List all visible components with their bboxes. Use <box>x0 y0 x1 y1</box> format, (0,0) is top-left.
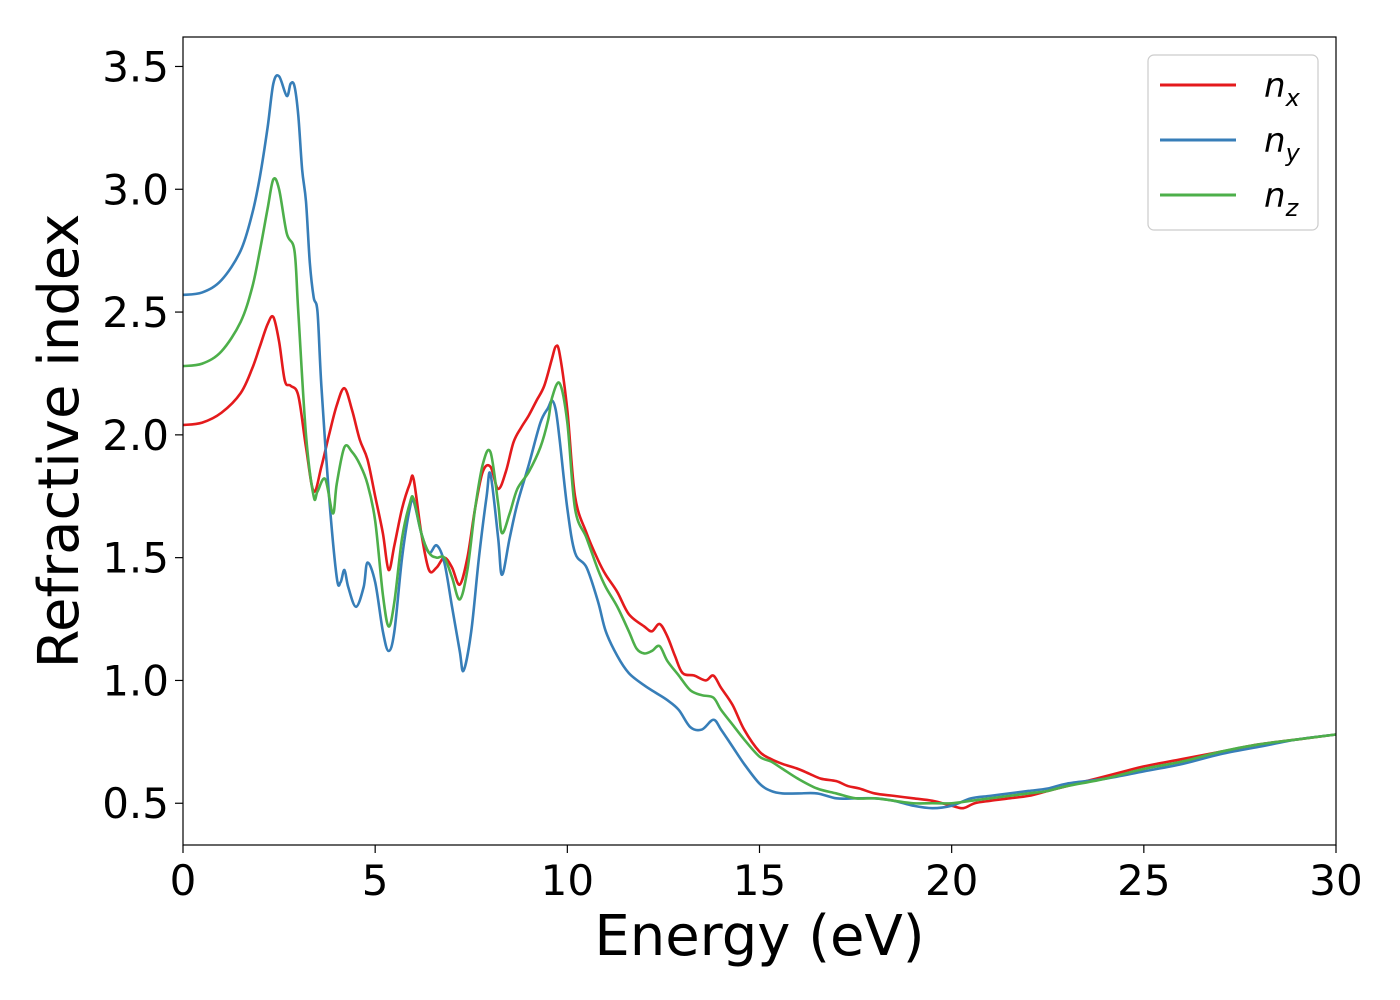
x-tick-label: 20 <box>925 856 978 905</box>
series-line-x <box>183 314 1336 810</box>
y-tick-label: 3.0 <box>102 165 169 214</box>
y-tick-label: 1.5 <box>102 534 169 583</box>
y-tick-label: 3.5 <box>102 42 169 91</box>
y-tick-label: 2.5 <box>102 288 169 337</box>
legend-box <box>1147 54 1319 231</box>
x-tick-label: 25 <box>1117 856 1170 905</box>
y-axis-title: Refractive index <box>27 214 92 669</box>
series-layer <box>183 74 1336 810</box>
x-tick-label: 10 <box>541 856 594 905</box>
x-axis-ticks: 0 5 10 15 20 25 30 <box>170 845 1363 905</box>
x-axis-title: Energy (eV) <box>594 904 924 969</box>
y-tick-label: 2.0 <box>102 411 169 460</box>
x-tick-label: 30 <box>1309 856 1362 905</box>
x-tick-label: 5 <box>362 856 389 905</box>
x-tick-label: 15 <box>733 856 786 905</box>
x-tick-label: 0 <box>170 856 197 905</box>
legend: nx ny nz <box>1147 54 1319 231</box>
legend-label-y: ny <box>1264 121 1301 167</box>
y-tick-label: 1.0 <box>102 656 169 705</box>
series-line-z <box>183 177 1336 805</box>
legend-label-z: nz <box>1264 176 1300 222</box>
y-tick-label: 0.5 <box>102 779 169 828</box>
y-axis-ticks: 0.5 1.0 1.5 2.0 2.5 3.0 3.5 <box>102 42 183 828</box>
legend-label-x: nx <box>1264 66 1301 112</box>
